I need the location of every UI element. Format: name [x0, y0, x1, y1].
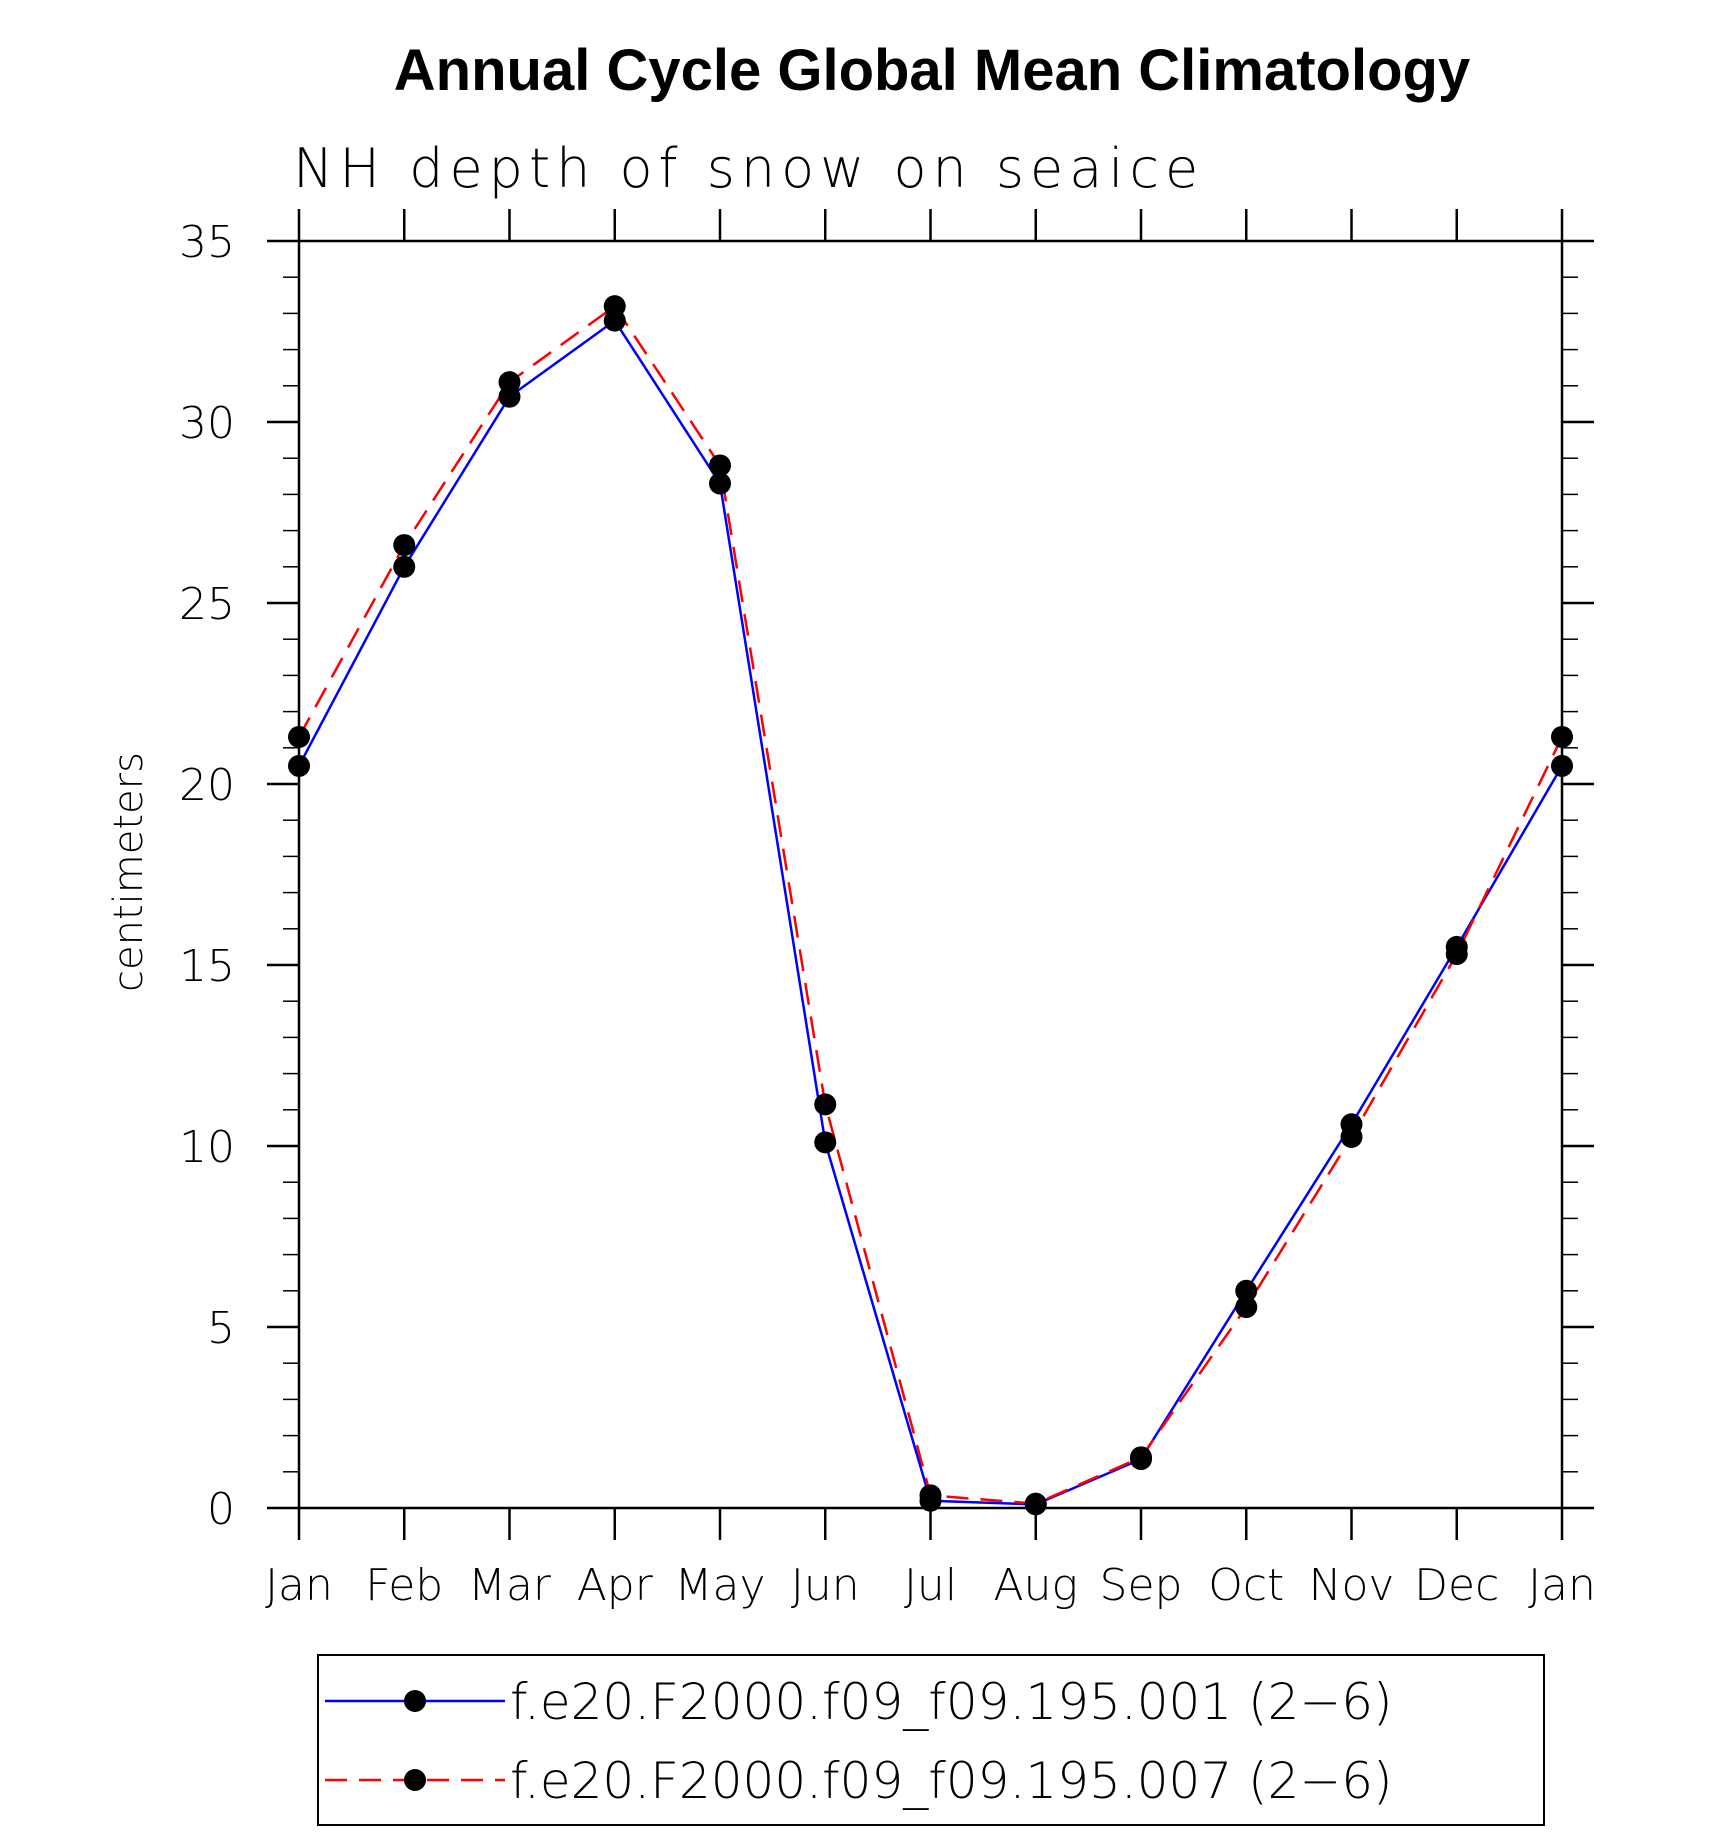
y-tick-label: 15 — [179, 941, 235, 992]
series-1-point — [288, 754, 310, 777]
x-tick-label: Feb — [365, 1560, 443, 1611]
series-markers — [288, 295, 1573, 1516]
series-2-point — [709, 454, 731, 477]
series-1-point — [393, 555, 416, 578]
x-tick-label: Jun — [791, 1560, 860, 1611]
series-line-2 — [297, 304, 1564, 1505]
x-tick-label: Dec — [1414, 1560, 1499, 1611]
series-2-point — [288, 725, 310, 748]
y-tick-label: 10 — [179, 1122, 235, 1173]
series-lines — [297, 304, 1564, 1506]
series-1-point — [1235, 1279, 1258, 1302]
series-2-point — [603, 295, 626, 318]
series-1-point — [709, 472, 731, 495]
y-tick-labels: 0 5 10 15 20 25 30 35 — [179, 217, 235, 1535]
legend-swatch-marker — [404, 1769, 426, 1791]
y-axis-label: centimeters — [106, 752, 152, 992]
y-tick-label: 30 — [179, 398, 235, 449]
series-2-point — [1551, 725, 1573, 748]
series-2-point — [498, 371, 521, 394]
x-tick-label: Oct — [1208, 1560, 1284, 1611]
x-tick-label: Jan — [1528, 1560, 1596, 1611]
series-2-point — [1340, 1125, 1363, 1148]
series-2-point — [1024, 1492, 1047, 1515]
x-tick-label: Apr — [577, 1560, 654, 1611]
series-2-point — [1445, 943, 1468, 966]
x-tick-label: Jan — [265, 1560, 333, 1611]
axis-ticks — [267, 209, 1594, 1540]
x-tick-label: Mar — [468, 1560, 552, 1611]
y-tick-label: 0 — [207, 1484, 235, 1535]
series-2-point — [1130, 1446, 1152, 1469]
legend-label: f.e20.F2000.f09_f09.195.007 (2−6) — [510, 1752, 1393, 1810]
chart-title: Annual Cycle Global Mean Climatology — [394, 38, 1470, 103]
legend-label: f.e20.F2000.f09_f09.195.001 (2−6) — [510, 1673, 1393, 1731]
y-tick-label: 5 — [207, 1303, 235, 1354]
x-tick-label: Aug — [994, 1560, 1078, 1611]
series-2-point — [919, 1484, 942, 1507]
series-1-point — [814, 1131, 837, 1154]
series-2-point — [393, 534, 416, 557]
legend-entries: f.e20.F2000.f09_f09.195.001 (2−6) f.e20.F… — [325, 1673, 1393, 1810]
x-tick-label: Sep — [1100, 1560, 1183, 1611]
chart-subtitle: NH depth of snow on seaice — [293, 137, 1204, 200]
x-tick-labels: Jan Feb Mar Apr May Jun Jul Aug Sep Oct Nov Dec Jan — [265, 1560, 1596, 1611]
y-tick-label: 35 — [179, 217, 235, 268]
legend-box — [317, 1654, 1545, 1826]
x-tick-label: Jul — [904, 1560, 957, 1611]
series-2-point — [814, 1093, 837, 1116]
y-tick-label: 20 — [179, 760, 235, 811]
y-tick-label: 25 — [179, 579, 235, 630]
series-2-point — [1235, 1296, 1258, 1319]
x-tick-label: May — [675, 1560, 766, 1611]
legend: f.e20.F2000.f09_f09.195.001 (2−6) f.e20.F… — [317, 1654, 1545, 1826]
series-1-point — [1551, 754, 1573, 777]
series-line-1 — [297, 318, 1564, 1506]
x-tick-label: Nov — [1309, 1560, 1395, 1611]
legend-swatch-marker — [404, 1690, 426, 1712]
